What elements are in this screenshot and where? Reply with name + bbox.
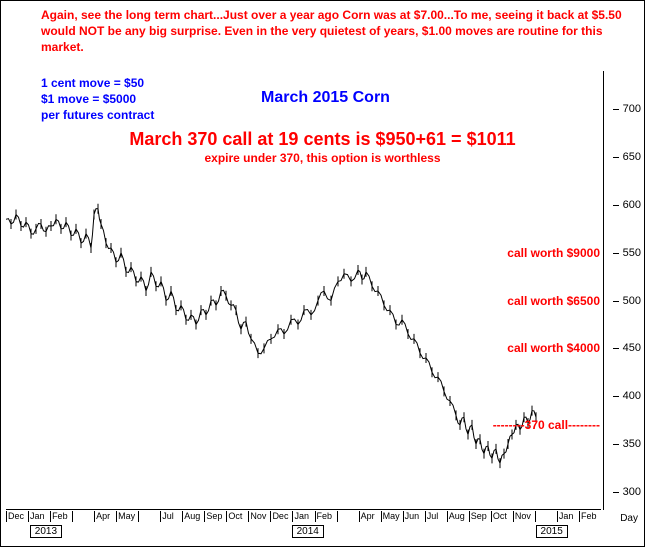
x-year-label: 2014 bbox=[292, 525, 324, 538]
y-tick: 500 bbox=[623, 295, 641, 307]
y-tick: 550 bbox=[623, 247, 641, 259]
strike-annotation: --------370 call-------- bbox=[493, 418, 600, 432]
y-axis bbox=[603, 71, 604, 510]
x-month-label: Aug bbox=[182, 511, 200, 522]
x-month-label: Apr bbox=[359, 511, 375, 522]
day-label: Day bbox=[620, 513, 638, 524]
call-worth-annotation: call worth $9000 bbox=[507, 246, 600, 260]
x-month-label: Apr bbox=[94, 511, 110, 522]
x-month-label: Aug bbox=[447, 511, 465, 522]
x-month-label bbox=[337, 511, 339, 522]
y-tick: 400 bbox=[623, 390, 641, 402]
x-month-label: Jan bbox=[28, 511, 45, 522]
x-month-label: Feb bbox=[579, 511, 597, 522]
x-year-label: 2015 bbox=[536, 525, 568, 538]
x-month-label: Dec bbox=[6, 511, 24, 522]
x-month-label: Sep bbox=[204, 511, 222, 522]
x-axis: Dec Jan Feb Apr May Jul Aug Sep Oct Nov Dec Jan Feb A… bbox=[6, 509, 601, 546]
x-month-label: Nov bbox=[248, 511, 266, 522]
x-month-label: May bbox=[381, 511, 400, 522]
commentary-top: Again, see the long term chart...Just ov… bbox=[41, 7, 624, 56]
y-tick: 450 bbox=[623, 342, 641, 354]
y-tick: 700 bbox=[623, 103, 641, 115]
call-worth-annotation: call worth $4000 bbox=[507, 341, 600, 355]
x-month-label: Sep bbox=[469, 511, 487, 522]
y-tick: 300 bbox=[623, 486, 641, 498]
x-month-label: Dec bbox=[270, 511, 288, 522]
x-month-label: Jul bbox=[160, 511, 174, 522]
x-month-label: Jun bbox=[403, 511, 420, 522]
call-worth-annotation: call worth $6500 bbox=[507, 294, 600, 308]
price-series-path bbox=[6, 204, 536, 468]
y-tick: 600 bbox=[623, 199, 641, 211]
y-tick: 350 bbox=[623, 438, 641, 450]
x-month-label: Jan bbox=[557, 511, 574, 522]
x-month-label: Feb bbox=[315, 511, 333, 522]
x-month-label: Jan bbox=[292, 511, 309, 522]
x-month-label: May bbox=[116, 511, 135, 522]
x-month-label: Nov bbox=[513, 511, 531, 522]
x-month-label bbox=[138, 511, 140, 522]
x-month-label: Feb bbox=[50, 511, 68, 522]
price-chart bbox=[6, 71, 601, 511]
chart-container: Again, see the long term chart...Just ov… bbox=[0, 0, 645, 547]
x-year-label: 2013 bbox=[30, 525, 62, 538]
x-month-label: Oct bbox=[491, 511, 507, 522]
x-month-label: Oct bbox=[226, 511, 242, 522]
y-tick: 650 bbox=[623, 151, 641, 163]
x-month-label bbox=[535, 511, 537, 522]
x-month-label bbox=[72, 511, 74, 522]
x-month-label: Jul bbox=[425, 511, 439, 522]
